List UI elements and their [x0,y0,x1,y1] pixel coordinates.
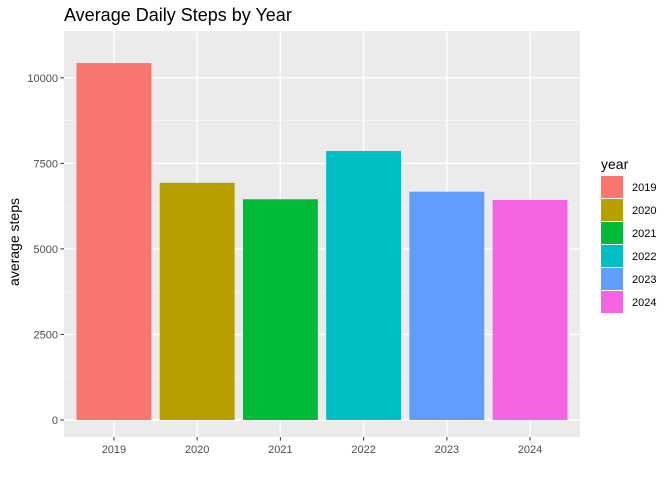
x-tick-label: 2023 [435,444,459,456]
bar-2020 [159,182,235,420]
legend-key-2023 [601,268,623,290]
bar-2022 [326,151,402,420]
bars [76,63,568,421]
bar-2019 [76,63,152,421]
legend-label-2024: 2024 [632,297,656,309]
legend-key-2021 [601,222,623,244]
chart-title: Average Daily Steps by Year [64,5,292,25]
legend-key-2022 [601,245,623,267]
y-tick-label: 2500 [34,329,58,341]
y-axis: 0 2500 5000 7500 10000 [27,73,64,427]
x-tick-label: 2022 [351,444,375,456]
legend-items: 2019 2020 2021 2022 2023 2024 [601,176,656,313]
legend-label-2019: 2019 [632,182,656,194]
legend-label-2021: 2021 [632,228,656,240]
y-tick-label: 5000 [34,244,58,256]
y-tick-label: 7500 [34,158,58,170]
x-tick-label: 2021 [268,444,292,456]
legend-key-2020 [601,199,623,221]
legend-label-2023: 2023 [632,274,656,286]
legend-key-2024 [601,291,623,313]
y-axis-title: average steps [6,198,22,286]
legend: year 2019 2020 2021 2022 2023 2024 [601,156,656,313]
x-tick-label: 2019 [102,444,126,456]
x-tick-label: 2024 [518,444,542,456]
x-axis: 2019 2020 2021 2022 2023 2024 [102,437,542,456]
y-tick-label: 0 [52,415,58,427]
legend-label-2022: 2022 [632,251,656,263]
x-tick-label: 2020 [185,444,209,456]
bar-2023 [409,191,485,420]
legend-key-2019 [601,176,623,198]
y-tick-label: 10000 [27,73,58,85]
bar-2024 [492,199,568,420]
bar-2021 [242,199,318,420]
legend-title: year [601,156,629,172]
legend-label-2020: 2020 [632,205,656,217]
plot-panel [64,31,580,437]
